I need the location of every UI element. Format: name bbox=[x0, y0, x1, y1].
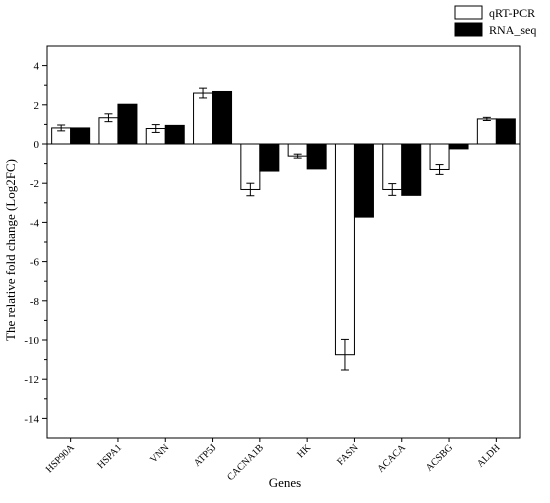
x-tick-label: HSP90A bbox=[44, 442, 77, 475]
x-tick-label: HK bbox=[295, 442, 314, 461]
bar-rna-seq bbox=[164, 124, 185, 145]
x-tick-label: CACNA1B bbox=[225, 442, 266, 483]
y-tick-labels: -14 -12 -10 -8 -6 -4 -2 0 2 4 bbox=[24, 61, 39, 426]
bar-qrt-pcr bbox=[240, 143, 261, 190]
y-tick-label: -4 bbox=[30, 217, 40, 229]
x-axis-label: Genes bbox=[269, 475, 302, 490]
error-bars bbox=[57, 87, 491, 371]
y-tick-label: -12 bbox=[24, 374, 39, 386]
x-tick-label: ALDH bbox=[475, 442, 502, 469]
y-tick-label: -14 bbox=[24, 413, 39, 425]
bar-rna-seq bbox=[259, 143, 280, 172]
legend: qRT-PCR RNA_seq bbox=[454, 5, 536, 37]
y-tick-label: -10 bbox=[24, 335, 39, 347]
bar-rna-seq bbox=[401, 143, 422, 196]
legend-swatch-rna-seq bbox=[454, 22, 483, 37]
bar-qrt-pcr bbox=[334, 143, 355, 356]
y-tick-label: 0 bbox=[34, 139, 40, 151]
y-tick-label: -6 bbox=[30, 257, 40, 269]
legend-label-qrt-pcr: qRT-PCR bbox=[489, 6, 535, 20]
y-axis-label: The relative fold change (Log2FC) bbox=[3, 159, 18, 341]
x-tick-label: HSPA1 bbox=[95, 442, 124, 471]
y-tick-label: 2 bbox=[34, 100, 40, 112]
bar-rna-seq bbox=[306, 143, 327, 170]
y-tick-label: -8 bbox=[30, 296, 40, 308]
bar-rna-seq bbox=[448, 143, 469, 150]
y-tick-label: -2 bbox=[30, 178, 39, 190]
x-tick-label: ATP5J bbox=[192, 442, 219, 469]
bar-qrt-pcr bbox=[476, 118, 497, 145]
bar-rna-seq bbox=[70, 127, 91, 145]
legend-label-rna-seq: RNA_seq bbox=[489, 23, 536, 37]
bars bbox=[51, 90, 516, 356]
y-tick-label: 4 bbox=[34, 61, 40, 73]
x-tick-label: VNN bbox=[148, 442, 171, 465]
axes bbox=[42, 45, 521, 442]
x-tick-label: ACACA bbox=[375, 442, 408, 475]
bar-qrt-pcr bbox=[382, 143, 403, 190]
bar-rna-seq bbox=[212, 90, 233, 145]
x-tick-label: FASN bbox=[335, 442, 360, 467]
legend-swatch-qrt-pcr bbox=[454, 5, 483, 20]
bar-rna-seq bbox=[495, 118, 516, 145]
bar-rna-seq bbox=[117, 103, 138, 145]
bar-qrt-pcr bbox=[193, 92, 214, 145]
bar-rna-seq bbox=[353, 143, 374, 218]
x-tick-label: ACSBG bbox=[424, 442, 455, 473]
